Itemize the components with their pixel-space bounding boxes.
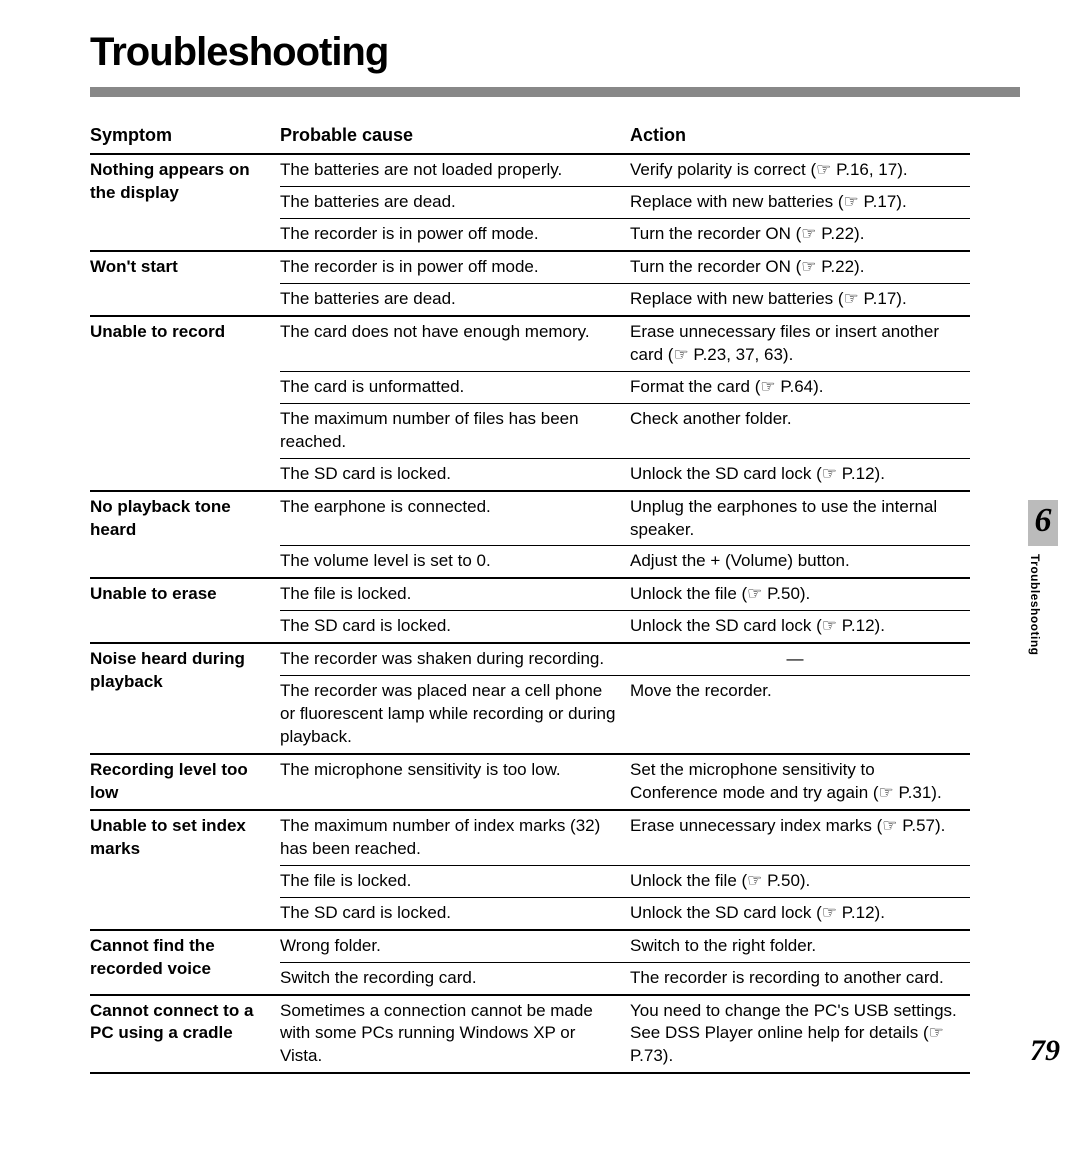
cause-cell: Switch the recording card. (280, 962, 630, 994)
symptom-cell: Unable to erase (90, 578, 280, 643)
action-cell: Erase unnecessary index marks (☞ P.57). (630, 810, 970, 865)
page-title: Troubleshooting (90, 30, 1020, 75)
action-cell: — (630, 643, 970, 675)
cause-cell: The batteries are not loaded properly. (280, 154, 630, 186)
table-row: Unable to eraseThe file is locked.Unlock… (90, 578, 970, 610)
cause-cell: The SD card is locked. (280, 611, 630, 643)
action-cell: Unlock the SD card lock (☞ P.12). (630, 611, 970, 643)
table-row: Noise heard during playbackThe recorder … (90, 643, 970, 675)
cause-cell: The card is unformatted. (280, 371, 630, 403)
table-row: Nothing appears on the displayThe batter… (90, 154, 970, 186)
table-row: Recording level too lowThe microphone se… (90, 754, 970, 810)
cause-cell: Sometimes a connection cannot be made wi… (280, 995, 630, 1074)
symptom-cell: Unable to set index marks (90, 810, 280, 930)
cause-cell: The SD card is locked. (280, 458, 630, 490)
side-label: Troubleshooting (1028, 554, 1042, 656)
action-cell: Switch to the right folder. (630, 930, 970, 962)
action-cell: Erase unnecessary files or insert anothe… (630, 316, 970, 371)
page: Troubleshooting Symptom Probable cause A… (0, 0, 1080, 1104)
action-cell: Turn the recorder ON (☞ P.22). (630, 219, 970, 251)
cause-cell: The file is locked. (280, 865, 630, 897)
troubleshooting-table: Symptom Probable cause Action Nothing ap… (90, 119, 970, 1074)
action-cell: Unplug the earphones to use the internal… (630, 491, 970, 546)
cause-cell: The maximum number of index marks (32) h… (280, 810, 630, 865)
symptom-cell: Noise heard during playback (90, 643, 280, 754)
action-cell: Adjust the + (Volume) button. (630, 546, 970, 578)
page-number: 79 (1030, 1034, 1060, 1068)
cause-cell: The recorder was shaken during recording… (280, 643, 630, 675)
cause-cell: The card does not have enough memory. (280, 316, 630, 371)
symptom-cell: Nothing appears on the display (90, 154, 280, 251)
action-cell: Unlock the file (☞ P.50). (630, 865, 970, 897)
action-cell: The recorder is recording to another car… (630, 962, 970, 994)
action-cell: Turn the recorder ON (☞ P.22). (630, 251, 970, 283)
symptom-cell: No playback tone heard (90, 491, 280, 579)
title-rule (90, 87, 1020, 97)
symptom-cell: Recording level too low (90, 754, 280, 810)
symptom-cell: Cannot find the recorded voice (90, 930, 280, 995)
symptom-cell: Unable to record (90, 316, 280, 491)
chapter-number: 6 (1028, 500, 1058, 546)
action-cell: Move the recorder. (630, 676, 970, 754)
cause-cell: The recorder is in power off mode. (280, 219, 630, 251)
action-cell: Replace with new batteries (☞ P.17). (630, 284, 970, 316)
cause-cell: The recorder was placed near a cell phon… (280, 676, 630, 754)
cause-cell: The batteries are dead. (280, 284, 630, 316)
cause-cell: The recorder is in power off mode. (280, 251, 630, 283)
table-row: Unable to recordThe card does not have e… (90, 316, 970, 371)
action-cell: Unlock the SD card lock (☞ P.12). (630, 458, 970, 490)
cause-cell: Wrong folder. (280, 930, 630, 962)
table-row: No playback tone heardThe earphone is co… (90, 491, 970, 546)
table-header-row: Symptom Probable cause Action (90, 119, 970, 154)
table-row: Won't startThe recorder is in power off … (90, 251, 970, 283)
table-row: Unable to set index marksThe maximum num… (90, 810, 970, 865)
action-cell: Format the card (☞ P.64). (630, 371, 970, 403)
cause-cell: The microphone sensitivity is too low. (280, 754, 630, 810)
cause-cell: The file is locked. (280, 578, 630, 610)
table-row: Cannot connect to a PC using a cradleSom… (90, 995, 970, 1074)
action-cell: Replace with new batteries (☞ P.17). (630, 187, 970, 219)
cause-cell: The earphone is connected. (280, 491, 630, 546)
table-row: Cannot find the recorded voiceWrong fold… (90, 930, 970, 962)
action-cell: Verify polarity is correct (☞ P.16, 17). (630, 154, 970, 186)
symptom-cell: Cannot connect to a PC using a cradle (90, 995, 280, 1074)
action-cell: Set the microphone sensitivity to Confer… (630, 754, 970, 810)
cause-cell: The SD card is locked. (280, 897, 630, 929)
cause-cell: The batteries are dead. (280, 187, 630, 219)
header-symptom: Symptom (90, 119, 280, 154)
action-cell: Unlock the SD card lock (☞ P.12). (630, 897, 970, 929)
symptom-cell: Won't start (90, 251, 280, 316)
side-tab: 6 Troubleshooting (1028, 500, 1058, 656)
action-cell: Check another folder. (630, 403, 970, 458)
action-cell: You need to change the PC's USB settings… (630, 995, 970, 1074)
header-cause: Probable cause (280, 119, 630, 154)
header-action: Action (630, 119, 970, 154)
cause-cell: The volume level is set to 0. (280, 546, 630, 578)
cause-cell: The maximum number of files has been rea… (280, 403, 630, 458)
action-cell: Unlock the file (☞ P.50). (630, 578, 970, 610)
